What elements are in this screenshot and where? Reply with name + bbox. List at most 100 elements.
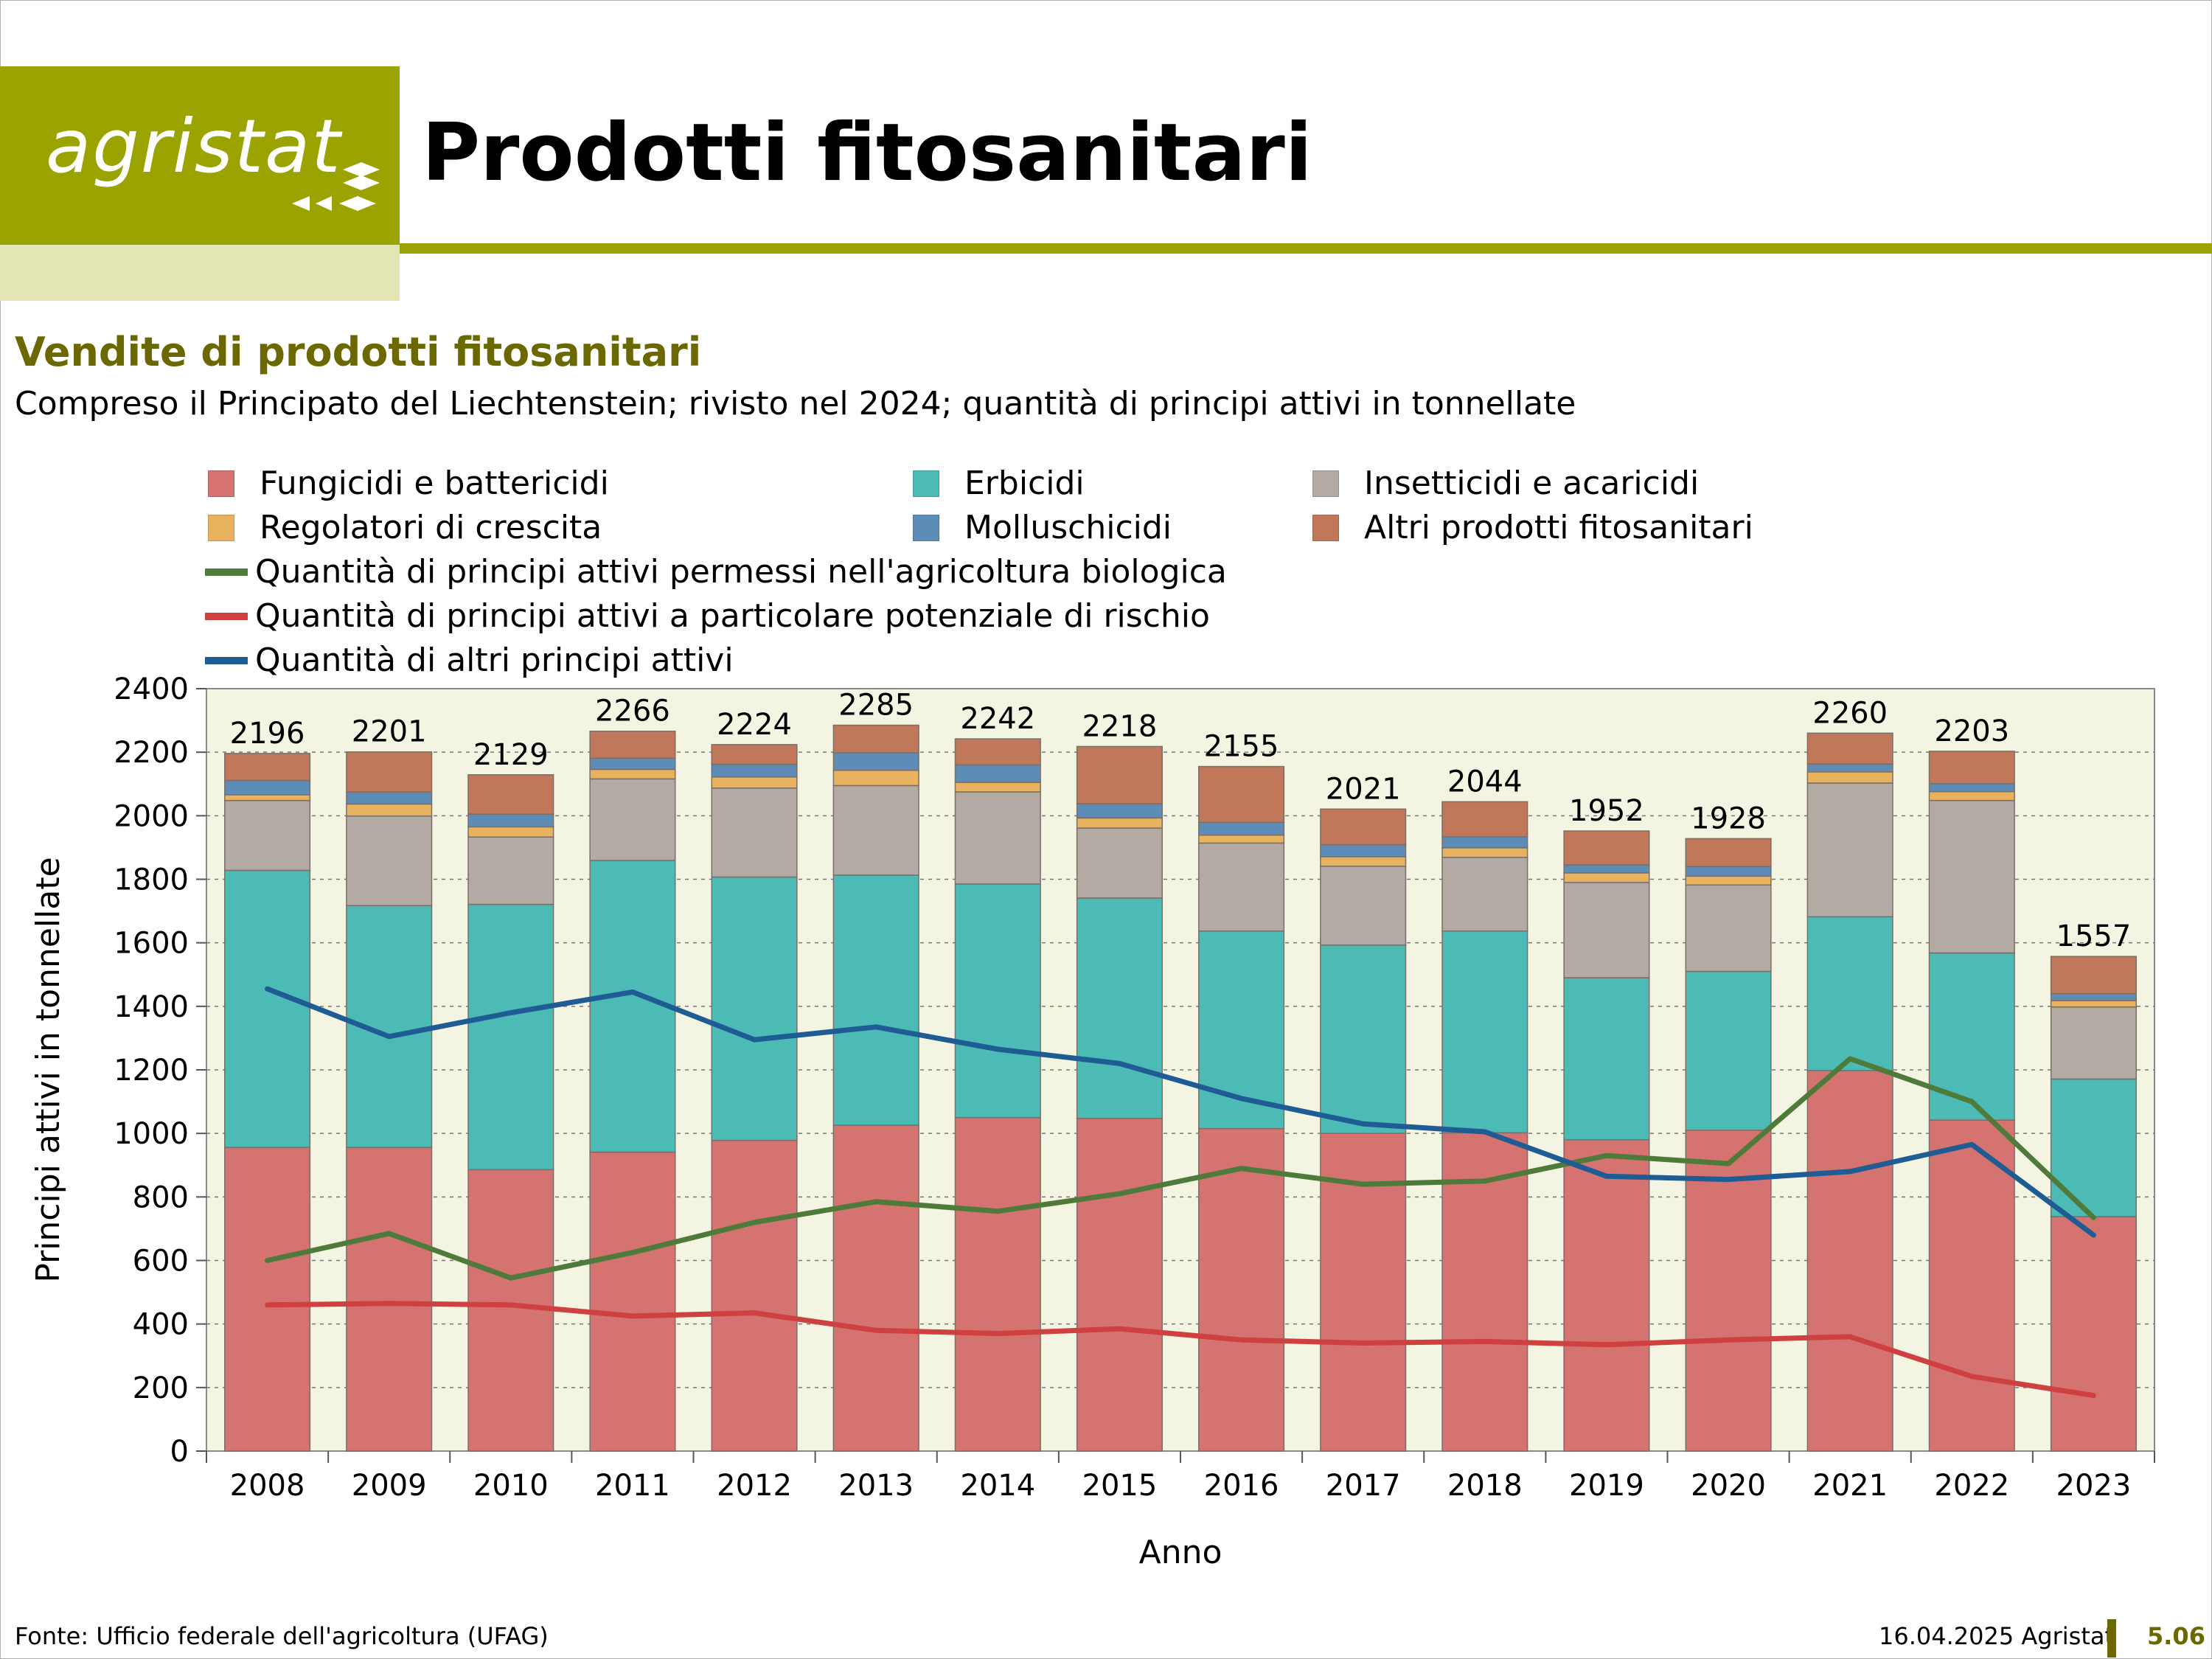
legend-item-insetticidi: Insetticidi e acaricidi bbox=[1312, 465, 1699, 502]
bar-segment bbox=[1076, 897, 1163, 1119]
bar-segment bbox=[1198, 765, 1285, 824]
series-line bbox=[265, 1301, 2096, 1399]
bar-segment bbox=[1320, 866, 1407, 946]
x-tick-label: 2008 bbox=[230, 1469, 305, 1503]
bar-segment bbox=[1685, 838, 1772, 868]
footer-divider bbox=[2107, 1619, 2116, 1658]
x-tick-label: 2022 bbox=[1934, 1469, 2009, 1503]
total-label: 2201 bbox=[352, 715, 427, 749]
total-label: 2224 bbox=[717, 708, 792, 742]
bar-segment bbox=[1441, 847, 1528, 858]
bar-segment bbox=[1076, 745, 1163, 804]
bar-segment bbox=[1563, 1139, 1650, 1452]
bar-segment bbox=[1928, 1119, 2015, 1452]
total-label: 2266 bbox=[595, 695, 670, 728]
bar-segment bbox=[711, 787, 798, 878]
logo-mark-icon bbox=[292, 162, 380, 211]
bar-segment bbox=[1320, 944, 1407, 1134]
bar-segment bbox=[711, 876, 798, 1141]
bar-segment bbox=[224, 799, 311, 872]
bar-segment bbox=[346, 803, 433, 817]
legend-swatch bbox=[913, 470, 939, 497]
bar-segment bbox=[224, 794, 311, 801]
bar-segment bbox=[2050, 1000, 2137, 1008]
x-tick-label: 2010 bbox=[473, 1469, 549, 1503]
logo-underlay bbox=[0, 245, 400, 301]
bar-segment bbox=[832, 752, 919, 771]
bar-segment bbox=[1685, 970, 1772, 1131]
x-tick-label: 2019 bbox=[1569, 1469, 1644, 1503]
bar-segment bbox=[1928, 751, 2015, 785]
x-tick-label: 2013 bbox=[838, 1469, 914, 1503]
footer-page-number: 5.06 bbox=[2147, 1622, 2205, 1650]
bar-segment bbox=[832, 769, 919, 787]
y-tick-label: 2200 bbox=[114, 736, 189, 770]
bar-segment bbox=[1685, 1130, 1772, 1452]
footer-date: 16.04.2025 Agristat bbox=[1879, 1622, 2115, 1650]
logo-box bbox=[0, 66, 400, 245]
bar-segment bbox=[1928, 783, 2015, 793]
x-tick-label: 2015 bbox=[1082, 1469, 1158, 1503]
legend-swatch bbox=[1312, 514, 1339, 541]
legend-item-erbicidi: Erbicidi bbox=[913, 465, 1085, 502]
bar-segment bbox=[2050, 956, 2137, 995]
bar-segment bbox=[1441, 836, 1528, 849]
total-label: 1952 bbox=[1569, 794, 1644, 828]
bar-segment bbox=[1563, 882, 1650, 978]
total-label: 2155 bbox=[1204, 730, 1279, 764]
bar-segment bbox=[1076, 827, 1163, 899]
legend-item-regolatori: Regolatori di crescita bbox=[208, 509, 602, 546]
x-axis-label: Anno bbox=[1139, 1534, 1222, 1571]
bar-segment bbox=[711, 744, 798, 765]
total-label: 2203 bbox=[1934, 714, 2009, 748]
legend-label: Erbicidi bbox=[964, 465, 1085, 502]
header-rule bbox=[400, 243, 2212, 254]
bar-segment bbox=[224, 1147, 311, 1452]
bar-segment bbox=[467, 1169, 554, 1452]
total-label: 2196 bbox=[230, 717, 305, 751]
legend-label: Quantità di principi attivi a particolar… bbox=[255, 597, 1210, 635]
legend-swatch bbox=[208, 470, 234, 497]
bar-segment bbox=[1198, 842, 1285, 932]
bar-segment bbox=[832, 785, 919, 876]
bar-segment bbox=[1685, 866, 1772, 877]
x-tick-label: 2018 bbox=[1447, 1469, 1523, 1503]
bar-segment bbox=[1320, 856, 1407, 867]
bar-segment bbox=[1076, 803, 1163, 819]
bar-segment bbox=[1320, 808, 1407, 846]
bar-segment bbox=[832, 724, 919, 754]
bar-segment bbox=[954, 1116, 1041, 1452]
bar-segment bbox=[1928, 790, 2015, 801]
bar-segment bbox=[1441, 857, 1528, 932]
logo-text: agristat bbox=[46, 103, 342, 189]
total-label: 2260 bbox=[1812, 696, 1888, 730]
legend-line-swatch bbox=[205, 568, 248, 576]
bar-segment bbox=[467, 774, 554, 815]
bar-segment bbox=[1441, 930, 1528, 1134]
series-line bbox=[265, 986, 2096, 1238]
y-tick-label: 2400 bbox=[114, 672, 189, 706]
y-tick-label: 1200 bbox=[114, 1054, 189, 1088]
x-tick-label: 2011 bbox=[595, 1469, 670, 1503]
chart-subtitle: Compreso il Principato del Liechtenstein… bbox=[15, 385, 1576, 422]
legend-item-molluschicidi: Molluschicidi bbox=[913, 509, 1172, 546]
legend-line-swatch bbox=[205, 656, 248, 664]
bar-segment bbox=[1928, 952, 2015, 1121]
bar-segment bbox=[467, 903, 554, 1171]
total-label: 1928 bbox=[1691, 801, 1766, 835]
total-label: 2021 bbox=[1326, 772, 1401, 806]
legend-label: Quantità di principi attivi permessi nel… bbox=[255, 553, 1227, 591]
bar-segment bbox=[2050, 1216, 2137, 1452]
bar-segment bbox=[1928, 799, 2015, 954]
total-label: 2129 bbox=[473, 738, 549, 772]
x-tick-label: 2016 bbox=[1204, 1469, 1279, 1503]
legend-item-fungicidi: Fungicidi e battericidi bbox=[208, 465, 609, 502]
bar-segment bbox=[1685, 875, 1772, 886]
series-line bbox=[265, 1056, 2096, 1281]
page-title: Prodotti fitosanitari bbox=[422, 107, 1312, 199]
legend-swatch bbox=[208, 514, 234, 541]
y-tick-label: 2000 bbox=[114, 799, 189, 833]
y-tick-label: 1800 bbox=[114, 863, 189, 897]
bar-segment bbox=[1685, 884, 1772, 973]
bar-segment bbox=[1198, 821, 1285, 836]
